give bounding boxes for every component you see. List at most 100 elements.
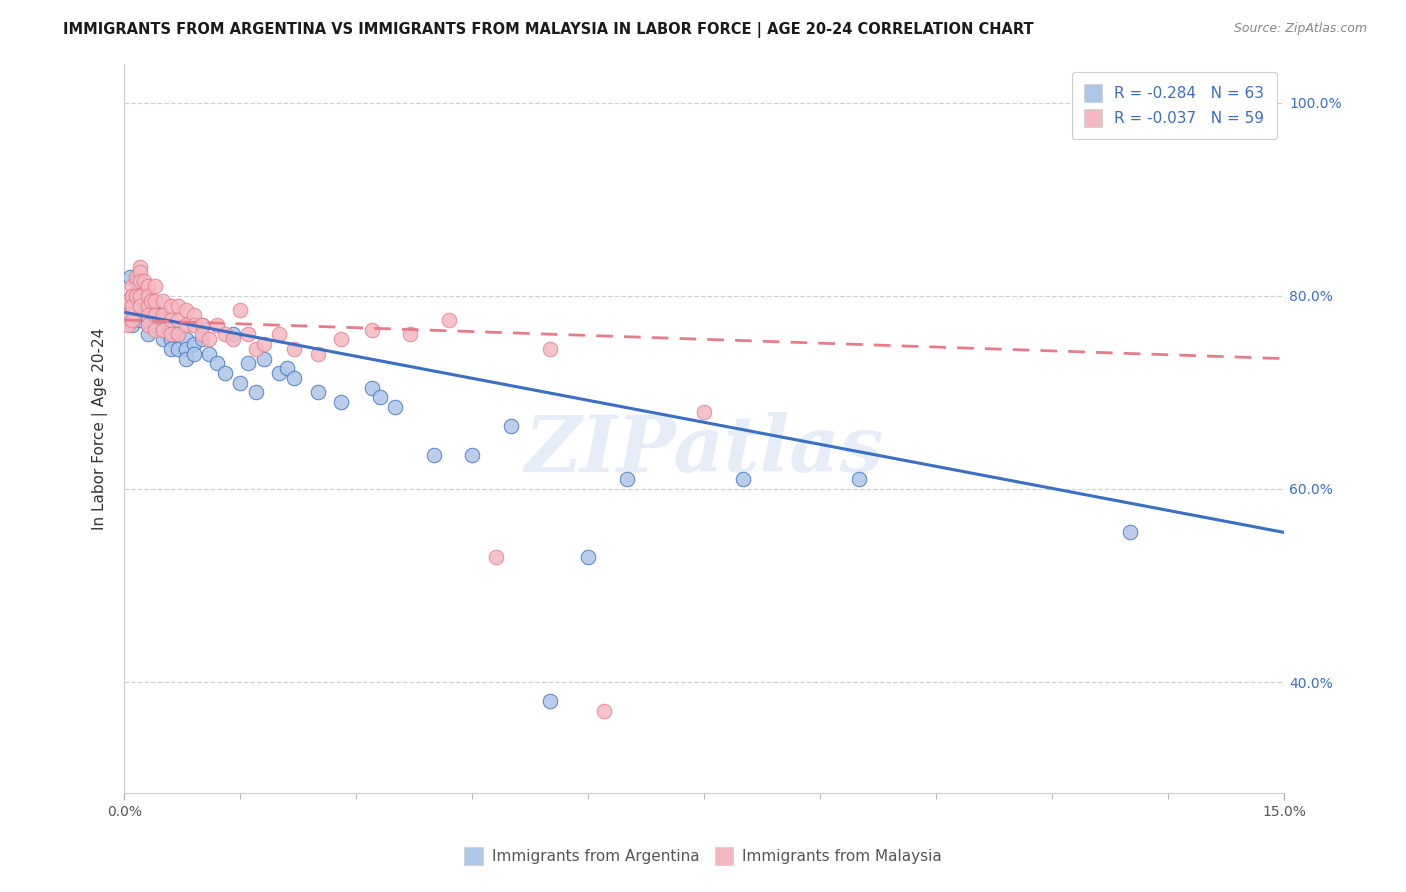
Y-axis label: In Labor Force | Age 20-24: In Labor Force | Age 20-24: [93, 327, 108, 530]
Point: [307, 347, 329, 361]
Point: [141, 293, 163, 308]
Point: [117, 308, 139, 322]
Point: [121, 289, 143, 303]
Point: [538, 694, 561, 708]
Point: [117, 293, 139, 308]
Point: [174, 351, 197, 366]
Point: [121, 289, 143, 303]
Point: [283, 371, 305, 385]
Point: [205, 318, 228, 332]
Point: [143, 318, 166, 332]
Point: [499, 419, 522, 434]
Point: [152, 332, 174, 346]
Point: [167, 327, 190, 342]
Point: [132, 289, 155, 303]
Legend: Immigrants from Argentina, Immigrants from Malaysia: Immigrants from Argentina, Immigrants fr…: [458, 841, 948, 871]
Point: [174, 342, 197, 356]
Point: [229, 303, 252, 318]
Point: [229, 376, 252, 390]
Point: [136, 327, 159, 342]
Point: [422, 448, 444, 462]
Point: [236, 327, 259, 342]
Point: [159, 327, 181, 342]
Point: [128, 265, 150, 279]
Point: [221, 332, 243, 346]
Point: [136, 289, 159, 303]
Point: [143, 323, 166, 337]
Point: [120, 269, 142, 284]
Point: [152, 308, 174, 322]
Point: [1118, 525, 1140, 540]
Point: [329, 395, 352, 409]
Point: [128, 293, 150, 308]
Legend: R = -0.284   N = 63, R = -0.037   N = 59: R = -0.284 N = 63, R = -0.037 N = 59: [1071, 71, 1277, 139]
Point: [848, 472, 870, 486]
Point: [128, 313, 150, 327]
Point: [117, 308, 139, 322]
Point: [267, 327, 290, 342]
Point: [576, 549, 599, 564]
Point: [136, 308, 159, 322]
Point: [221, 327, 243, 342]
Point: [252, 337, 274, 351]
Point: [214, 366, 236, 380]
Point: [190, 327, 212, 342]
Point: [159, 342, 181, 356]
Point: [183, 308, 205, 322]
Point: [267, 366, 290, 380]
Point: [128, 303, 150, 318]
Point: [152, 313, 174, 327]
Point: [136, 298, 159, 312]
Point: [167, 342, 190, 356]
Point: [183, 347, 205, 361]
Text: IMMIGRANTS FROM ARGENTINA VS IMMIGRANTS FROM MALAYSIA IN LABOR FORCE | AGE 20-24: IMMIGRANTS FROM ARGENTINA VS IMMIGRANTS …: [63, 22, 1033, 38]
Point: [167, 298, 190, 312]
Point: [136, 303, 159, 318]
Point: [125, 289, 148, 303]
Point: [128, 298, 150, 312]
Point: [190, 318, 212, 332]
Point: [183, 337, 205, 351]
Point: [190, 318, 212, 332]
Point: [136, 318, 159, 332]
Point: [437, 313, 460, 327]
Point: [214, 327, 236, 342]
Point: [205, 356, 228, 370]
Point: [592, 704, 614, 718]
Point: [128, 274, 150, 288]
Point: [121, 318, 143, 332]
Point: [132, 274, 155, 288]
Point: [128, 289, 150, 303]
Point: [368, 390, 391, 404]
Point: [136, 313, 159, 327]
Point: [461, 448, 484, 462]
Point: [731, 472, 754, 486]
Point: [484, 549, 506, 564]
Point: [360, 323, 382, 337]
Point: [128, 298, 150, 312]
Point: [190, 332, 212, 346]
Point: [143, 313, 166, 327]
Point: [121, 298, 143, 312]
Point: [329, 332, 352, 346]
Point: [252, 351, 274, 366]
Point: [174, 318, 197, 332]
Point: [159, 298, 181, 312]
Point: [136, 318, 159, 332]
Point: [152, 323, 174, 337]
Point: [152, 323, 174, 337]
Point: [174, 303, 197, 318]
Point: [283, 342, 305, 356]
Point: [136, 279, 159, 293]
Point: [117, 293, 139, 308]
Point: [125, 274, 148, 288]
Point: [159, 323, 181, 337]
Point: [143, 308, 166, 322]
Point: [159, 332, 181, 346]
Point: [141, 293, 163, 308]
Point: [143, 279, 166, 293]
Point: [307, 385, 329, 400]
Point: [167, 327, 190, 342]
Point: [183, 318, 205, 332]
Point: [136, 298, 159, 312]
